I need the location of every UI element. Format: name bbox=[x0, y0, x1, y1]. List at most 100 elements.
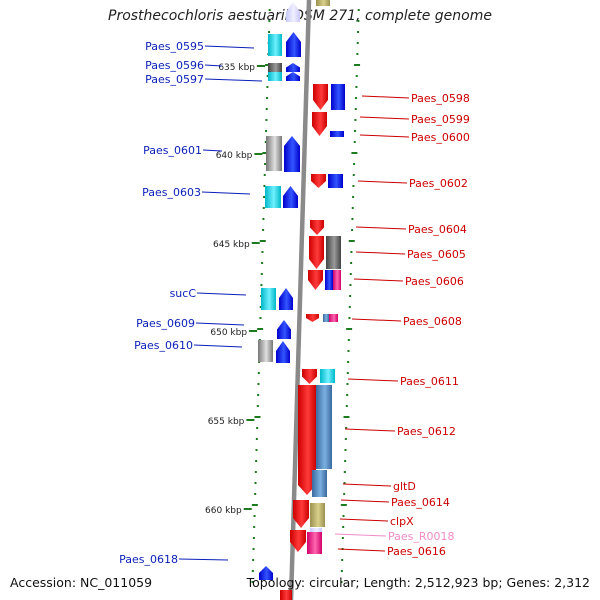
tick-mark bbox=[350, 262, 353, 264]
tick-mark bbox=[348, 306, 351, 308]
gene-arrow bbox=[290, 530, 306, 552]
tick-mark bbox=[257, 328, 264, 330]
tick-mark bbox=[263, 174, 266, 176]
tick-mark bbox=[340, 581, 343, 583]
gene-box bbox=[330, 131, 344, 137]
tick-mark bbox=[256, 427, 259, 429]
tick-mark bbox=[349, 284, 352, 286]
label-leader-line bbox=[344, 428, 396, 432]
tick-mark bbox=[259, 306, 262, 308]
tick-mark bbox=[346, 383, 349, 385]
label-leader-line bbox=[337, 548, 386, 552]
tick-mark bbox=[255, 460, 258, 462]
gene-label: clpX bbox=[390, 515, 414, 528]
tick-mark bbox=[254, 471, 257, 473]
tick-mark bbox=[264, 141, 267, 143]
label-leader-line bbox=[196, 292, 247, 296]
gene-box bbox=[307, 532, 322, 554]
tick-mark bbox=[261, 262, 264, 264]
tick-mark bbox=[251, 581, 254, 583]
gene-box bbox=[316, 0, 330, 6]
label-leader-line bbox=[359, 134, 410, 138]
gene-arrow bbox=[283, 186, 298, 208]
tick-mark bbox=[251, 570, 254, 572]
label-leader-line bbox=[334, 533, 387, 537]
tick-mark bbox=[347, 350, 350, 352]
gene-arrow bbox=[311, 174, 326, 188]
tick-mark bbox=[351, 218, 354, 220]
right-tick-row bbox=[340, 9, 361, 583]
gene-label: Paes_0598 bbox=[411, 92, 470, 105]
label-leader-line bbox=[355, 251, 406, 255]
gene-label: Paes_R0018 bbox=[388, 530, 455, 543]
gene-arrow bbox=[312, 112, 327, 136]
label-leader-line bbox=[201, 191, 251, 195]
tick-mark bbox=[266, 97, 269, 99]
tick-mark bbox=[343, 416, 350, 418]
scale-label: 635 kbp bbox=[218, 63, 255, 73]
gene-label: Paes_0611 bbox=[400, 375, 459, 388]
gene-box bbox=[325, 270, 333, 290]
tick-mark bbox=[251, 504, 258, 506]
tick-mark bbox=[260, 273, 263, 275]
tick-mark bbox=[259, 240, 266, 242]
tick-mark bbox=[265, 130, 268, 132]
gene-label: Paes_0618 bbox=[119, 553, 178, 566]
tick-mark bbox=[353, 163, 356, 165]
gene-arrow bbox=[259, 566, 273, 580]
tick-mark bbox=[352, 196, 355, 198]
tick-mark bbox=[348, 317, 351, 319]
tick-mark bbox=[255, 449, 258, 451]
label-leader-line bbox=[353, 278, 404, 282]
gene-box bbox=[268, 63, 282, 72]
label-leader-line bbox=[347, 378, 399, 382]
tick-mark bbox=[340, 504, 347, 506]
tick-mark bbox=[268, 20, 271, 22]
scale-label: 640 kbp bbox=[216, 151, 253, 161]
tick-mark bbox=[343, 493, 346, 495]
scale-tick bbox=[246, 419, 255, 421]
gene-label: Paes_0596 bbox=[145, 59, 204, 72]
label-leader-line bbox=[204, 64, 223, 67]
tick-mark bbox=[355, 86, 358, 88]
tick-mark bbox=[355, 97, 358, 99]
tick-mark bbox=[253, 515, 256, 517]
gene-arrow bbox=[279, 288, 293, 310]
gene-arrow bbox=[308, 270, 323, 290]
tick-mark bbox=[255, 438, 258, 440]
gene-arrow bbox=[276, 341, 290, 363]
tick-mark bbox=[257, 394, 260, 396]
gene-box bbox=[265, 186, 281, 208]
scale-tick bbox=[249, 330, 258, 332]
tick-mark bbox=[354, 108, 357, 110]
tick-mark bbox=[356, 53, 359, 55]
scale-label: 650 kbp bbox=[210, 328, 247, 338]
gene-label: Paes_0602 bbox=[409, 177, 468, 190]
tick-mark bbox=[342, 526, 345, 528]
tick-mark bbox=[357, 20, 360, 22]
tick-mark bbox=[343, 482, 346, 484]
tick-mark bbox=[352, 174, 355, 176]
tick-mark bbox=[257, 383, 260, 385]
tick-mark bbox=[262, 152, 269, 154]
gene-arrow bbox=[286, 63, 300, 72]
label-leader-line bbox=[355, 226, 407, 230]
tick-mark bbox=[265, 108, 268, 110]
gene-box bbox=[266, 136, 282, 171]
label-leader-line bbox=[340, 499, 390, 503]
gene-label: Paes_0603 bbox=[142, 186, 201, 199]
gene-label: Paes_0595 bbox=[145, 40, 204, 53]
tick-mark bbox=[347, 361, 350, 363]
tick-mark bbox=[265, 119, 268, 121]
scale-tick bbox=[257, 65, 266, 67]
tick-mark bbox=[252, 548, 255, 550]
gene-label: Paes_0609 bbox=[136, 317, 195, 330]
tick-mark bbox=[254, 482, 257, 484]
tick-mark bbox=[348, 240, 355, 242]
tick-mark bbox=[262, 218, 265, 220]
gene-label: Paes_0599 bbox=[411, 113, 470, 126]
tick-mark bbox=[349, 295, 352, 297]
gene-box bbox=[328, 174, 343, 188]
tick-mark bbox=[262, 207, 265, 209]
gene-box bbox=[323, 314, 329, 322]
